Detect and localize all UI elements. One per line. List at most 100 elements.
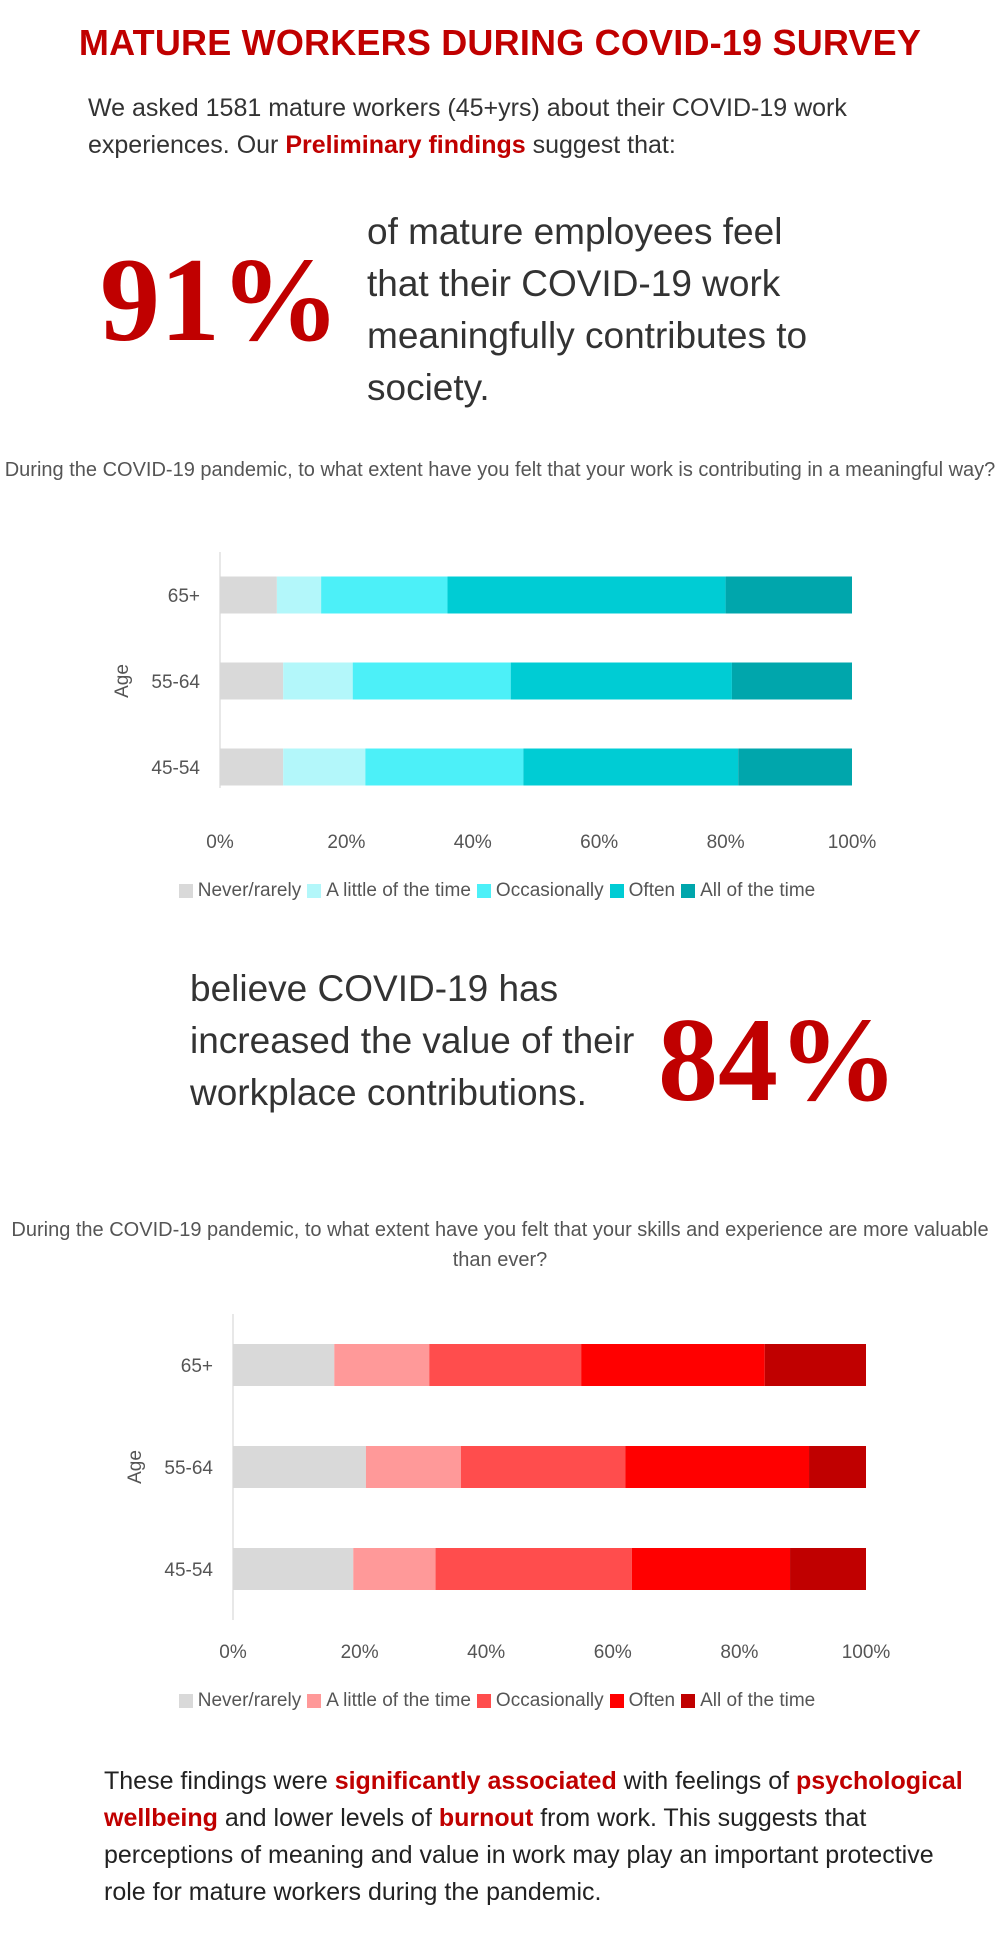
conclusion-highlight-1: significantly associated bbox=[334, 1767, 617, 1795]
bar-segment bbox=[510, 662, 732, 700]
chart1-title: During the COVID-19 pandemic, to what ex… bbox=[4, 459, 996, 481]
stat1-percent: 91% bbox=[100, 233, 340, 366]
category-tick-label: 65+ bbox=[168, 586, 200, 607]
page-title: MATURE WORKERS DURING COVID-19 SURVEY bbox=[78, 22, 922, 63]
bar-segment bbox=[233, 1548, 354, 1590]
bar-segment bbox=[233, 1344, 335, 1386]
chart1-plot: 65+ 55-64 45-54 Age 0% 20% 40% 60% 80% 100% bbox=[112, 552, 876, 853]
bar-segment bbox=[447, 576, 726, 614]
bar-segment bbox=[334, 1344, 430, 1386]
bar-segment bbox=[581, 1344, 765, 1386]
legend-label: A little of the time bbox=[326, 880, 471, 901]
bar-segment bbox=[220, 662, 284, 700]
stat2-description: believe COVID-19 has increased the value… bbox=[190, 968, 635, 1113]
bar-segment bbox=[523, 748, 739, 786]
legend-swatch bbox=[178, 1694, 193, 1708]
legend-item: Often bbox=[609, 1690, 676, 1712]
legend-label: Never/rarely bbox=[197, 880, 302, 901]
legend-swatch bbox=[178, 884, 193, 898]
bar-segment bbox=[725, 576, 852, 614]
legend-item: All of the time bbox=[681, 1690, 815, 1712]
conclusion-highlight-2: psychological wellbeing bbox=[104, 1767, 963, 1832]
x-tick-label: 0% bbox=[206, 832, 234, 853]
chart2-legend: Never/rarely A little of the time Occasion… bbox=[0, 1690, 1000, 1712]
bar-segment bbox=[353, 1548, 436, 1590]
bar-segment bbox=[764, 1344, 866, 1386]
x-tick-label: 100% bbox=[842, 1642, 891, 1663]
bar-segment bbox=[276, 576, 322, 614]
bar-segment bbox=[283, 662, 353, 700]
legend-label: Occasionally bbox=[495, 880, 604, 901]
intro-highlight: Preliminary findings bbox=[285, 131, 526, 159]
bar-segment bbox=[625, 1446, 810, 1488]
legend-item: Often bbox=[609, 880, 676, 902]
x-tick-label: 60% bbox=[580, 832, 618, 853]
intro-text-end: suggest that: bbox=[525, 131, 676, 159]
bar-segment bbox=[790, 1548, 866, 1590]
x-tick-label: 0% bbox=[219, 1642, 247, 1663]
category-tick-label: 45-54 bbox=[164, 1560, 213, 1581]
bar-segment bbox=[738, 748, 852, 786]
legend-item: Occasionally bbox=[476, 880, 604, 902]
stat1-description: of mature employees feel that their COVI… bbox=[367, 211, 808, 408]
legend-swatch bbox=[681, 884, 696, 898]
meaningful-work-chart: During the COVID-19 pandemic, to what ex… bbox=[0, 455, 1000, 910]
legend-label: All of the time bbox=[700, 880, 816, 901]
category-tick-label: 65+ bbox=[181, 1356, 213, 1377]
x-tick-label: 20% bbox=[327, 832, 365, 853]
bar-segment bbox=[283, 748, 366, 786]
x-tick-label: 20% bbox=[341, 1642, 379, 1663]
conclusion-text-3: and lower levels of bbox=[217, 1804, 439, 1832]
conclusion-paragraph: These findings were significantly associ… bbox=[104, 1763, 964, 1911]
chart1-legend: Never/rarely A little of the time Occasion… bbox=[0, 880, 1000, 902]
conclusion-text-4: from work. This suggests that perception… bbox=[104, 1804, 934, 1906]
legend-item: A little of the time bbox=[307, 880, 471, 902]
intro-paragraph: We asked 1581 mature workers (45+yrs) ab… bbox=[88, 90, 948, 164]
x-tick-label: 80% bbox=[707, 832, 745, 853]
bar-segment bbox=[731, 662, 852, 700]
legend-swatch bbox=[307, 884, 322, 898]
stat2-percent: 84% bbox=[658, 993, 898, 1126]
bar-segment bbox=[631, 1548, 791, 1590]
legend-swatch bbox=[609, 1694, 624, 1708]
legend-item: Never/rarely bbox=[178, 1690, 302, 1712]
legend-item: All of the time bbox=[681, 880, 815, 902]
legend-label: Occasionally bbox=[495, 1690, 604, 1711]
x-tick-label: 40% bbox=[467, 1642, 505, 1663]
y-axis-title: Age bbox=[112, 664, 133, 698]
legend-label: Often bbox=[628, 1690, 676, 1711]
category-tick-label: 55-64 bbox=[164, 1458, 213, 1479]
chart2-title: During the COVID-19 pandemic, to what ex… bbox=[11, 1219, 989, 1271]
category-tick-label: 55-64 bbox=[151, 672, 200, 693]
intro-text: We asked 1581 mature workers (45+yrs) ab… bbox=[88, 94, 847, 159]
legend-swatch bbox=[609, 884, 624, 898]
conclusion-text-1: These findings were bbox=[104, 1767, 335, 1795]
bar-segment bbox=[435, 1548, 632, 1590]
bar-segment bbox=[352, 662, 511, 700]
legend-swatch bbox=[476, 1694, 491, 1708]
bar-segment bbox=[429, 1344, 582, 1386]
x-tick-label: 40% bbox=[454, 832, 492, 853]
valuable-skills-chart: During the COVID-19 pandemic, to what ex… bbox=[0, 1210, 1000, 1730]
y-axis-title: Age bbox=[125, 1450, 146, 1484]
chart2-plot: 65+ 55-64 45-54 Age 0% 20% 40% 60% 80% 100% bbox=[125, 1314, 891, 1663]
bar-segment bbox=[460, 1446, 626, 1488]
bar-segment bbox=[220, 576, 277, 614]
bar-segment bbox=[233, 1446, 366, 1488]
legend-item: A little of the time bbox=[307, 1690, 471, 1712]
bar-segment bbox=[365, 1446, 461, 1488]
bar-segment bbox=[321, 576, 448, 614]
legend-swatch bbox=[681, 1694, 696, 1708]
bar-segment bbox=[365, 748, 524, 786]
legend-item: Never/rarely bbox=[178, 880, 302, 902]
bar-segment bbox=[220, 748, 284, 786]
legend-label: Often bbox=[628, 880, 676, 901]
category-tick-label: 45-54 bbox=[151, 758, 200, 779]
legend-label: All of the time bbox=[700, 1690, 816, 1711]
legend-label: A little of the time bbox=[326, 1690, 471, 1711]
legend-label: Never/rarely bbox=[197, 1690, 302, 1711]
conclusion-highlight-3: burnout bbox=[438, 1804, 534, 1832]
legend-swatch bbox=[476, 884, 491, 898]
legend-swatch bbox=[307, 1694, 322, 1708]
x-tick-label: 60% bbox=[594, 1642, 632, 1663]
